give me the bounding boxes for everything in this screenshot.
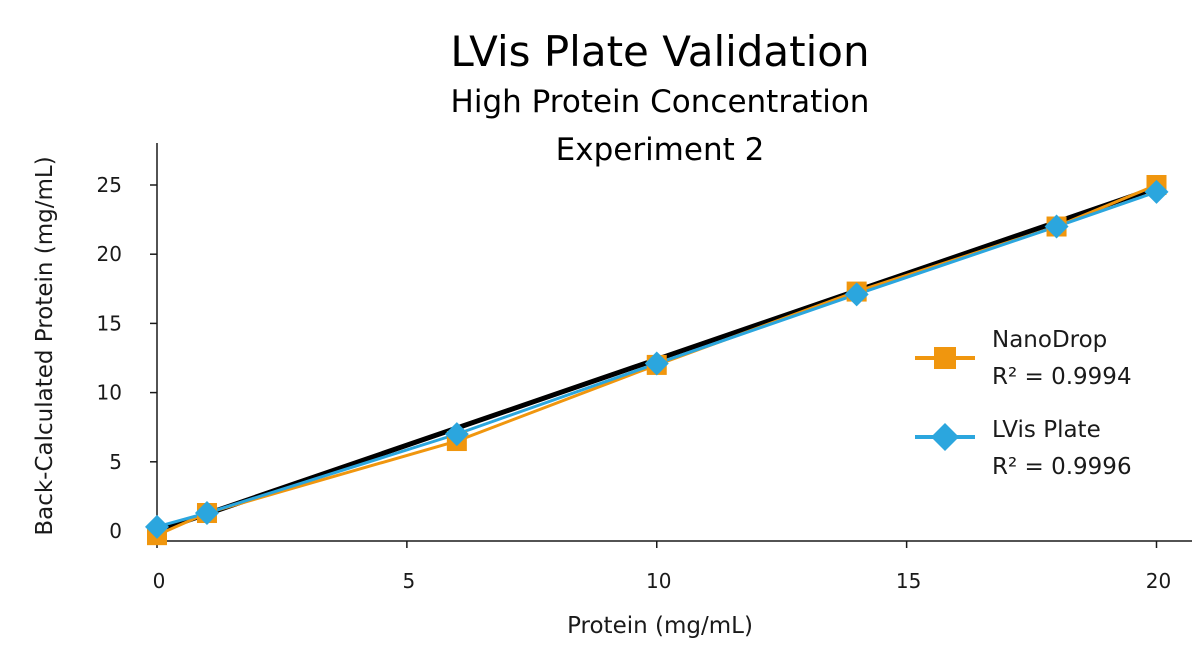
axes xyxy=(156,143,1192,542)
y-tick-label-20: 20 xyxy=(97,242,122,266)
x-tick-label-10: 10 xyxy=(646,569,671,593)
chart-subtitle-line-2: Experiment 2 xyxy=(556,132,765,168)
legend-lvis-plate-r2: R² = 0.9996 xyxy=(992,454,1132,480)
series-lvis-plate-point-2 xyxy=(444,422,469,447)
legend-nanodrop-square-marker xyxy=(934,347,956,369)
x-tick-label-0: 0 xyxy=(153,569,166,593)
y-tick-label-0: 0 xyxy=(109,519,122,543)
series-lvis-plate-point-3 xyxy=(644,351,669,376)
x-axis-title: Protein (mg/mL) xyxy=(567,613,753,639)
series-lvis-plate-point-1 xyxy=(194,501,219,526)
ticks: 0 5 10 15 20 0 5 10 15 20 25 xyxy=(97,173,1172,593)
series-lvis-plate-point-6 xyxy=(1144,179,1169,204)
chart-subtitle-line-1: High Protein Concentration xyxy=(451,84,870,120)
y-tick-label-25: 25 xyxy=(97,173,122,197)
legend: NanoDrop R² = 0.9994 LVis Plate R² = 0.9… xyxy=(915,327,1132,480)
y-tick-label-15: 15 xyxy=(97,311,122,335)
series-layer xyxy=(145,175,1169,546)
chart-title: LVis Plate Validation xyxy=(450,27,869,76)
y-tick-label-5: 5 xyxy=(109,450,122,474)
series-lvis-plate-point-4 xyxy=(844,282,869,307)
x-tick-label-5: 5 xyxy=(403,569,416,593)
legend-entry-nanodrop: NanoDrop R² = 0.9994 xyxy=(915,327,1132,390)
x-tick-label-20: 20 xyxy=(1146,569,1171,593)
legend-nanodrop-r2: R² = 0.9994 xyxy=(992,364,1132,390)
legend-entry-lvis-plate: LVis Plate R² = 0.9996 xyxy=(915,417,1132,480)
x-tick-label-15: 15 xyxy=(896,569,921,593)
series-lvis-plate-point-0 xyxy=(145,514,169,539)
legend-lvis-plate-label: LVis Plate xyxy=(992,417,1101,443)
legend-lvis-plate-diamond-marker xyxy=(931,423,959,451)
legend-nanodrop-label: NanoDrop xyxy=(992,327,1107,353)
series-lvis-plate-point-5 xyxy=(1044,214,1069,239)
y-tick-label-10: 10 xyxy=(97,381,122,405)
y-axis-title: Back-Calculated Protein (mg/mL) xyxy=(32,156,58,535)
